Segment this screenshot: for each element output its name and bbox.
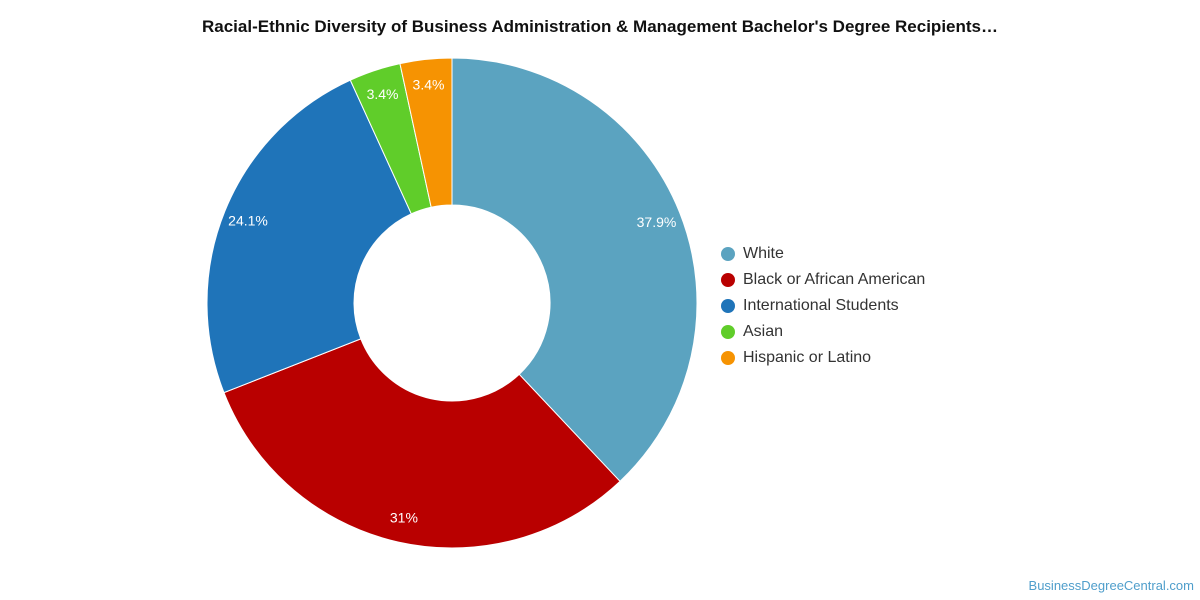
data-label-asian: 3.4%	[367, 86, 399, 102]
legend-swatch-icon	[721, 273, 735, 287]
legend-swatch-icon	[721, 351, 735, 365]
donut-slice-white[interactable]	[451, 57, 698, 483]
legend-label: Asian	[743, 323, 784, 340]
data-label-black-or-african-american: 31%	[390, 510, 418, 526]
legend-item-white[interactable]: White	[721, 241, 925, 267]
data-label-hispanic-or-latino: 3.4%	[413, 76, 445, 92]
data-label-international-students: 24.1%	[228, 213, 268, 229]
legend-label: Black or African American	[743, 271, 926, 288]
legend-label: Hispanic or Latino	[743, 349, 872, 366]
donut-slice-international-students[interactable]	[206, 79, 412, 394]
legend-swatch-icon	[721, 299, 735, 313]
slice-data-labels: 37.9% 31% 24.1% 3.4% 3.4%	[228, 76, 676, 525]
donut-slices	[206, 57, 698, 549]
legend-swatch-icon	[721, 325, 735, 339]
source-watermark[interactable]: BusinessDegreeCentral.com	[1028, 578, 1194, 593]
legend-item-black-or-african-american[interactable]: Black or African American	[721, 267, 925, 293]
legend-swatch-icon	[721, 247, 735, 261]
chart-title: Racial-Ethnic Diversity of Business Admi…	[201, 17, 998, 36]
legend-item-international-students[interactable]: International Students	[721, 293, 925, 319]
legend-label: White	[743, 245, 784, 262]
data-label-white: 37.9%	[637, 214, 677, 230]
legend-label: International Students	[743, 297, 899, 314]
legend-item-asian[interactable]: Asian	[721, 319, 925, 345]
donut-slice-black-or-african-american[interactable]	[223, 338, 621, 549]
chart-legend: White Black or African American Internatio…	[721, 241, 925, 371]
donut-slice-hispanic-or-latino[interactable]	[399, 57, 453, 208]
legend-item-hispanic-or-latino[interactable]: Hispanic or Latino	[721, 345, 925, 371]
